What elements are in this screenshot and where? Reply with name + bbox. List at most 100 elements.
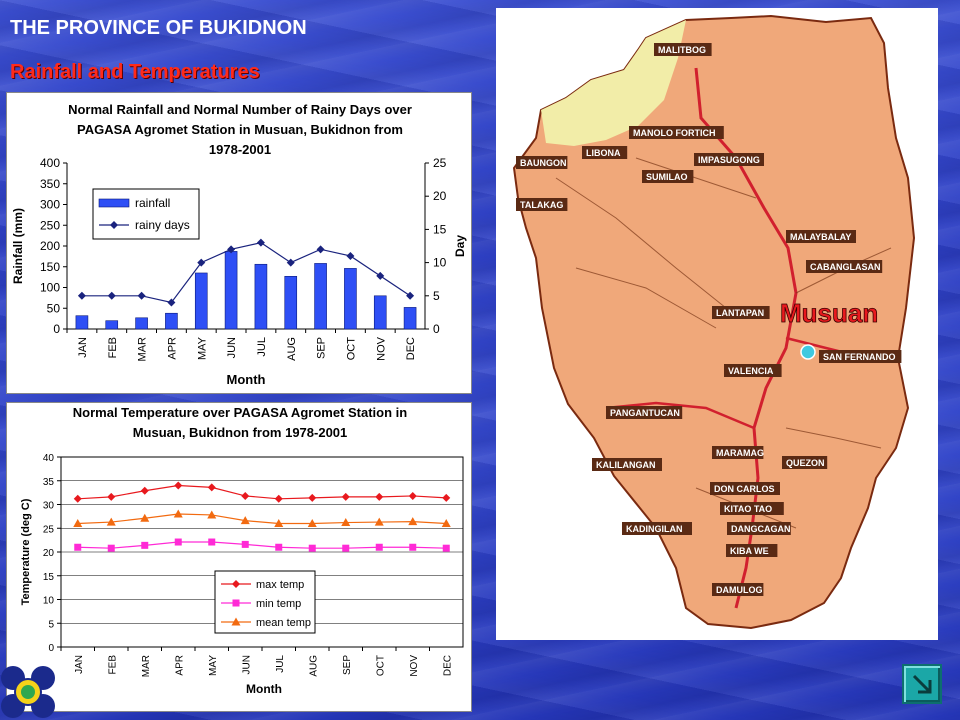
map-place-labels: MALITBOG MANOLO FORTICH LIBONA BAUNGON TALAK… (516, 43, 902, 596)
legend-box (214, 570, 316, 634)
series-point-mean-temp (106, 517, 116, 526)
pagasa-logo (0, 664, 58, 720)
x-tick-label: DEC (442, 655, 453, 676)
y-axis-title: Temperature (deg C) (20, 498, 32, 605)
x-tick-label: APR (174, 655, 185, 676)
map-place-label: BAUNGON (520, 158, 567, 168)
musuan-label: Musuan (780, 298, 878, 328)
series-point-max-temp (408, 491, 417, 500)
series-point-mean-temp (240, 516, 250, 525)
map-place-tag (712, 446, 764, 459)
y2-tick-label: 25 (433, 156, 447, 170)
y-tick-label: 0 (48, 643, 54, 654)
map-place-label: DON CARLOS (714, 484, 775, 494)
map-place-tag (694, 153, 764, 166)
rainy-days-point (197, 258, 206, 267)
temperature-chart-panel: Normal Temperature over PAGASA Agromet S… (6, 402, 472, 712)
series-point-min-temp (241, 540, 249, 548)
series-line-mean-temp (77, 513, 447, 525)
x-axis-title: Month (227, 372, 266, 387)
map-place-label: IMPASUGONG (698, 155, 760, 165)
map-place-label: MANOLO FORTICH (633, 128, 716, 138)
legend-marker-rainy-days (110, 221, 118, 229)
rainfall-bar (344, 268, 357, 330)
map-place-tag (712, 583, 764, 596)
series-point-min-temp (442, 544, 450, 552)
map-place-label: DAMULOG (716, 585, 763, 595)
series-point-max-temp (107, 492, 116, 501)
series-point-mean-temp (408, 517, 418, 526)
series-point-max-temp (140, 486, 149, 495)
map-place-tag (592, 458, 662, 471)
rainy-days-point (227, 245, 236, 254)
series-point-max-temp (73, 494, 82, 503)
legend-label-rainy-days: rainy days (135, 218, 190, 232)
next-slide-button[interactable] (902, 664, 942, 704)
rainy-days-point (167, 298, 176, 307)
series-point-mean-temp (274, 519, 284, 527)
rainfall-bar (224, 251, 238, 330)
y-tick-label: 300 (40, 198, 60, 212)
map-place-tag (516, 156, 568, 169)
chart-title-line: Musuan, Bukidnon from 1978-2001 (133, 425, 348, 440)
x-tick-label: MAR (137, 337, 149, 362)
rainy-days-point (406, 291, 415, 300)
series-point-min-temp (308, 544, 316, 552)
series-point-mean-temp (207, 510, 217, 519)
series-point-mean-temp (73, 519, 83, 527)
series-point-min-temp (74, 543, 82, 551)
y-tick-label: 35 (43, 477, 55, 488)
x-tick-label: NOV (375, 336, 387, 361)
map-place-label: VALENCIA (728, 366, 774, 376)
series-line-min-temp (77, 541, 447, 549)
y-tick-label: 10 (43, 596, 55, 607)
series-point-mean-temp (140, 513, 150, 522)
x-tick-label: AUG (286, 337, 298, 361)
y-tick-label: 15 (43, 572, 55, 583)
rainfall-bar (314, 263, 327, 330)
map-place-tag (582, 146, 628, 159)
series-point-max-temp (341, 492, 350, 501)
rainfall-bar (165, 312, 178, 330)
map-place-tag (782, 456, 828, 469)
series-line-max-temp (77, 484, 447, 500)
y-tick-label: 0 (53, 322, 60, 336)
y-tick-label: 350 (40, 177, 60, 191)
map-place-tag (606, 406, 683, 419)
y-tick-label: 200 (40, 239, 60, 253)
series-point-min-temp (275, 543, 283, 551)
y-tick-label: 30 (43, 501, 55, 512)
map-place-label: MALITBOG (658, 45, 706, 55)
rainfall-bar (403, 307, 417, 330)
chart-title-line: 1978-2001 (209, 142, 271, 157)
chart-title-line: PAGASA Agromet Station in Musuan, Bukidn… (77, 122, 403, 137)
x-tick-label: DEC (405, 337, 417, 360)
slide-title: THE PROVINCE OF BUKIDNON (10, 17, 307, 39)
slide-subtitle: Rainfall and Temperatures (10, 61, 260, 83)
rainy-days-point (346, 251, 355, 260)
series-point-min-temp (342, 544, 350, 552)
series-point-max-temp (241, 491, 250, 500)
next-slide-arrow-icon (912, 674, 932, 694)
y-tick-label: 50 (47, 301, 61, 315)
chart-title-line: Normal Rainfall and Normal Number of Rai… (68, 102, 412, 117)
chart-title-line: Normal Temperature over PAGASA Agromet S… (73, 405, 408, 420)
rainy-days-point (376, 271, 385, 280)
map-place-tag (819, 350, 902, 363)
y2-axis-title: Day (453, 235, 467, 257)
map-place-label: SUMILAO (646, 172, 688, 182)
y2-tick-label: 0 (433, 322, 440, 336)
map-place-label: KADINGILAN (626, 524, 683, 534)
x-tick-label: NOV (409, 655, 420, 677)
series-point-min-temp (107, 544, 115, 552)
bukidnon-map-drawing: MALITBOG MANOLO FORTICH LIBONA BAUNGON TALAK… (512, 14, 916, 630)
rainfall-bar (105, 320, 119, 330)
x-tick-label: SEP (316, 337, 328, 359)
map-place-label: LANTAPAN (716, 308, 764, 318)
map-place-tag (710, 482, 780, 495)
map-place-label: KALILANGAN (596, 460, 656, 470)
rainy-days-point (286, 258, 295, 267)
x-axis-title: Month (246, 682, 282, 696)
map-place-tag (786, 230, 856, 243)
series-point-max-temp (308, 493, 317, 502)
